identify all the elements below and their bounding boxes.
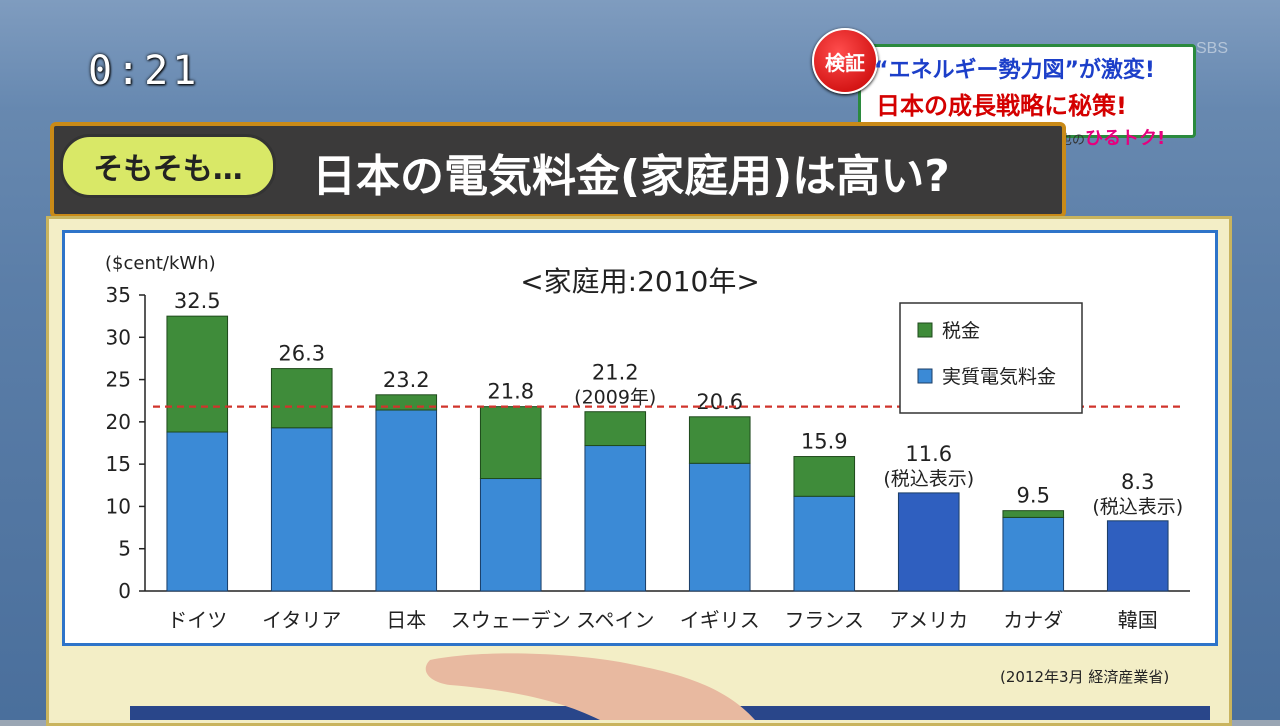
bar-base (688, 462, 751, 592)
caption-line1: “エネルギー勢力図”が激変! (874, 58, 1155, 83)
legend-swatch-tax (917, 322, 933, 338)
bar-base (270, 427, 333, 592)
bar-base (1106, 520, 1169, 592)
bar-tax (479, 406, 542, 480)
x-tick-label: スウェーデン (451, 608, 571, 632)
chart-title: <家庭用:2010年> (520, 265, 760, 298)
bar-tax (270, 368, 333, 429)
x-tick-label: 日本 (386, 608, 426, 632)
caption-line2: 日本の成長戦略に秘策! (876, 92, 1127, 120)
legend-box (899, 302, 1083, 414)
bar-base (166, 431, 229, 592)
x-tick-label: カナダ (1003, 608, 1063, 632)
bar-value-label: 20.6 (696, 390, 743, 414)
bar-value-label: 9.5 (1017, 484, 1050, 508)
chart-box: 0 5 10 15 20 25 30 35 ($cent/kWh) <家庭用:2010年> 32.5… (62, 230, 1218, 646)
bar-base (897, 492, 960, 592)
bar-value-label: 11.6 (905, 442, 952, 466)
timer: 0:21 (88, 48, 201, 94)
y-tick-label: 30 (106, 325, 131, 349)
bar-tax (793, 456, 856, 497)
x-tick-label: アメリカ (889, 608, 968, 632)
legend-label-base: 実質電気料金 (942, 366, 1056, 388)
y-tick-label: 20 (106, 410, 131, 434)
x-tick-label: ドイツ (167, 608, 227, 632)
bar-note: (税込表示) (1092, 496, 1183, 518)
bar-tax (1002, 510, 1065, 518)
bar-tax (584, 411, 647, 447)
legend-swatch-base (917, 368, 933, 384)
bar-value-label: 8.3 (1121, 470, 1154, 494)
bar-note: (2009年) (574, 387, 656, 409)
bar-value-label: 26.3 (278, 342, 325, 366)
legend-label-tax: 税金 (942, 320, 980, 342)
verify-badge: 検証 (812, 28, 878, 94)
chart-svg: 0 5 10 15 20 25 30 35 ($cent/kWh) <家庭用:2010年> 32.5… (105, 253, 1190, 632)
speech-bubble: そもそも… (60, 134, 276, 198)
y-tick-label: 35 (106, 283, 131, 307)
bar-base (479, 478, 542, 592)
source-note: (2012年3月 経済産業省) (1000, 668, 1170, 686)
bar-base (793, 495, 856, 592)
y-tick-label: 25 (106, 368, 131, 392)
channel-logo: SBS (1196, 40, 1229, 57)
bar-tax (166, 315, 229, 433)
bar-tax (688, 416, 751, 464)
bar-note: (税込表示) (883, 468, 974, 490)
bar-value-label: 21.2 (592, 361, 639, 385)
bar-value-label: 21.8 (487, 380, 534, 404)
y-axis-label: ($cent/kWh) (105, 253, 216, 274)
x-tick-label: イタリア (262, 608, 341, 632)
bar-base (584, 445, 647, 592)
y-tick-label: 0 (118, 579, 131, 603)
show-name: ひるトク! (1085, 128, 1166, 149)
bar-value-label: 15.9 (801, 430, 848, 454)
bar-value-label: 32.5 (174, 289, 221, 313)
x-tick-label: スペイン (576, 608, 655, 632)
y-tick-label: 10 (106, 494, 131, 518)
bar-value-label: 23.2 (383, 368, 430, 392)
banner-title: 日本の電気料金(家庭用)は高い? (312, 151, 950, 202)
y-tick-label: 15 (106, 452, 131, 476)
bar-base (375, 409, 438, 592)
x-tick-label: イギリス (680, 608, 760, 632)
bar-base (1002, 516, 1065, 592)
x-tick-label: フランス (784, 608, 864, 632)
x-tick-label: 韓国 (1118, 608, 1158, 632)
y-tick-label: 5 (118, 537, 131, 561)
presenter-hand (425, 653, 755, 720)
